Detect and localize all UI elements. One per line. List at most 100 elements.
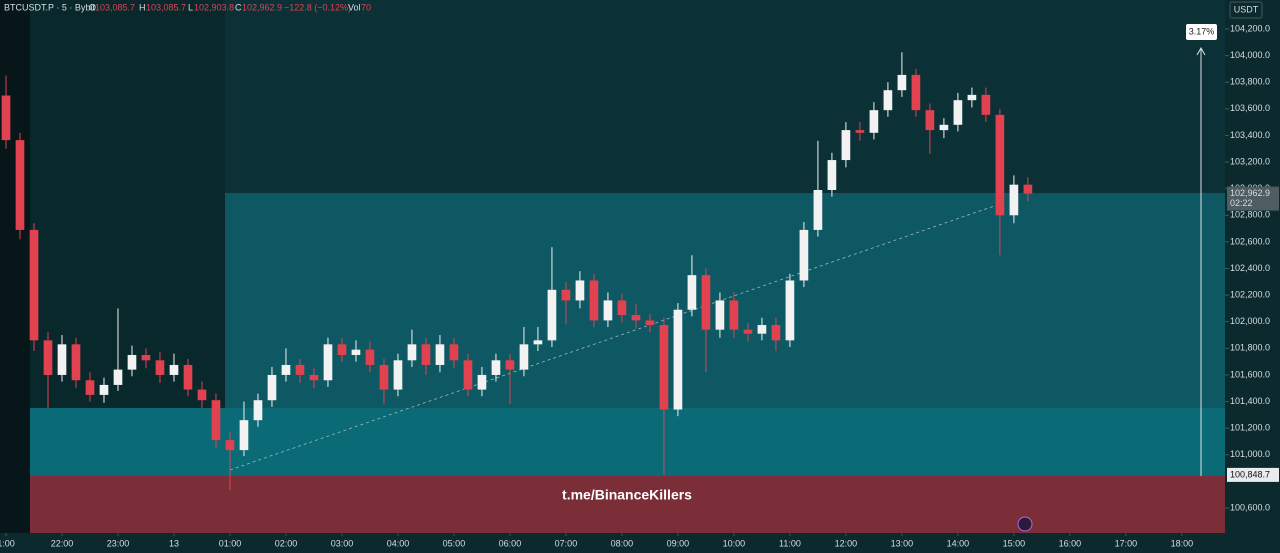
candle-body: [99, 384, 109, 395]
candle-body: [673, 309, 683, 410]
candle-body: [687, 275, 697, 310]
candle-body: [337, 344, 347, 355]
candle-body: [925, 110, 935, 131]
candle-body: [589, 280, 599, 321]
candle-body: [225, 440, 235, 451]
candle-body: [449, 344, 459, 361]
candle-body: [799, 229, 809, 281]
time-axis: [0, 533, 1225, 553]
candle-body: [253, 400, 263, 421]
y-tick-label: 102,800.0: [1230, 210, 1270, 220]
level-label: 100,848.7: [1230, 469, 1270, 479]
candle-body: [491, 360, 501, 375]
candle-body: [645, 320, 655, 326]
left-zone: [30, 0, 225, 408]
candle-body: [477, 374, 487, 390]
key: Vol: [348, 2, 361, 12]
candle-body: [29, 229, 39, 341]
candle-body: [729, 300, 739, 330]
y-tick-label: 103,400.0: [1230, 130, 1270, 140]
candle-body: [43, 340, 53, 375]
x-tick-label: 14:00: [947, 538, 970, 548]
header: BTCUSDT.P · 5 · Bybit O 103,085.7 H 103,…: [4, 2, 371, 12]
candle-body: [771, 325, 781, 341]
x-tick-label: 06:00: [499, 538, 522, 548]
candle-body: [575, 280, 585, 301]
candle-body: [883, 90, 893, 111]
y-tick-label: 102,200.0: [1230, 289, 1270, 299]
candle-body: [841, 130, 851, 161]
candle-body: [743, 329, 753, 334]
candle-body: [197, 389, 207, 401]
x-tick-label: 1:00: [0, 538, 15, 548]
candles: [1, 52, 1033, 491]
key: O: [89, 2, 96, 12]
y-tick-label: 103,600.0: [1230, 103, 1270, 113]
x-tick-label: 16:00: [1059, 538, 1082, 548]
currency-box: [1229, 1, 1263, 19]
candle-body: [15, 140, 25, 230]
candle-body: [967, 94, 977, 101]
candle-body: [715, 300, 725, 330]
candle-body: [701, 275, 711, 330]
y-tick-label: 102,400.0: [1230, 263, 1270, 273]
last-price-tag: [1227, 186, 1279, 211]
last-price-label: 102,962.9: [1230, 188, 1270, 198]
key: C: [235, 2, 242, 12]
candle-body: [995, 114, 1005, 216]
candle-body: [169, 364, 179, 375]
candle-body: [603, 300, 613, 321]
candle-body: [155, 360, 165, 375]
candle-body: [561, 289, 571, 301]
x-tick-label: 09:00: [667, 538, 690, 548]
candle-body: [407, 344, 417, 361]
candle-body: [421, 344, 431, 365]
value: 102,903.8: [194, 2, 234, 12]
candle-body: [393, 360, 403, 390]
candle-body: [323, 344, 333, 381]
candle-body: [953, 100, 963, 125]
candle-body: [617, 300, 627, 316]
y-tick-label: 103,200.0: [1230, 156, 1270, 166]
candle-body: [127, 354, 137, 370]
candle-body: [281, 364, 291, 375]
dark-strip: [0, 0, 30, 533]
x-tick-label: 08:00: [611, 538, 634, 548]
y-tick-label: 101,000.0: [1230, 449, 1270, 459]
price-axis: [1225, 0, 1280, 553]
candle-body: [183, 364, 193, 390]
watermark: t.me/BinanceKillers: [562, 487, 692, 503]
x-tick-label: 12:00: [835, 538, 858, 548]
candle-body: [239, 420, 249, 451]
candle-body: [435, 344, 445, 365]
candle-body: [855, 130, 865, 133]
level-tag: [1227, 467, 1279, 482]
candle-body: [57, 344, 67, 375]
x-tick-label: 01:00: [219, 538, 242, 548]
y-tick-label: 101,800.0: [1230, 343, 1270, 353]
candle-body: [85, 380, 95, 395]
candle-body: [897, 74, 907, 91]
y-tick-label: 102,600.0: [1230, 236, 1270, 246]
x-tick-label: 03:00: [331, 538, 354, 548]
currency: USDT: [1234, 4, 1259, 14]
x-tick-label: 22:00: [51, 538, 74, 548]
logo-icon[interactable]: [1017, 516, 1033, 532]
candle-body: [141, 354, 151, 361]
value: 103,085.7: [146, 2, 186, 12]
candle-body: [309, 374, 319, 381]
candle-body: [351, 349, 361, 355]
value: 70: [361, 2, 371, 12]
arrow-head: [1196, 46, 1206, 56]
candle-body: [869, 110, 879, 133]
candle-body: [659, 325, 669, 410]
x-tick-label: 11:00: [779, 538, 801, 548]
candle-body: [211, 400, 221, 441]
candle-body: [631, 315, 641, 321]
candle-body: [785, 280, 795, 341]
candle-body: [911, 74, 921, 111]
candle-body: [939, 124, 949, 131]
y-tick-label: 104,000.0: [1230, 50, 1270, 60]
